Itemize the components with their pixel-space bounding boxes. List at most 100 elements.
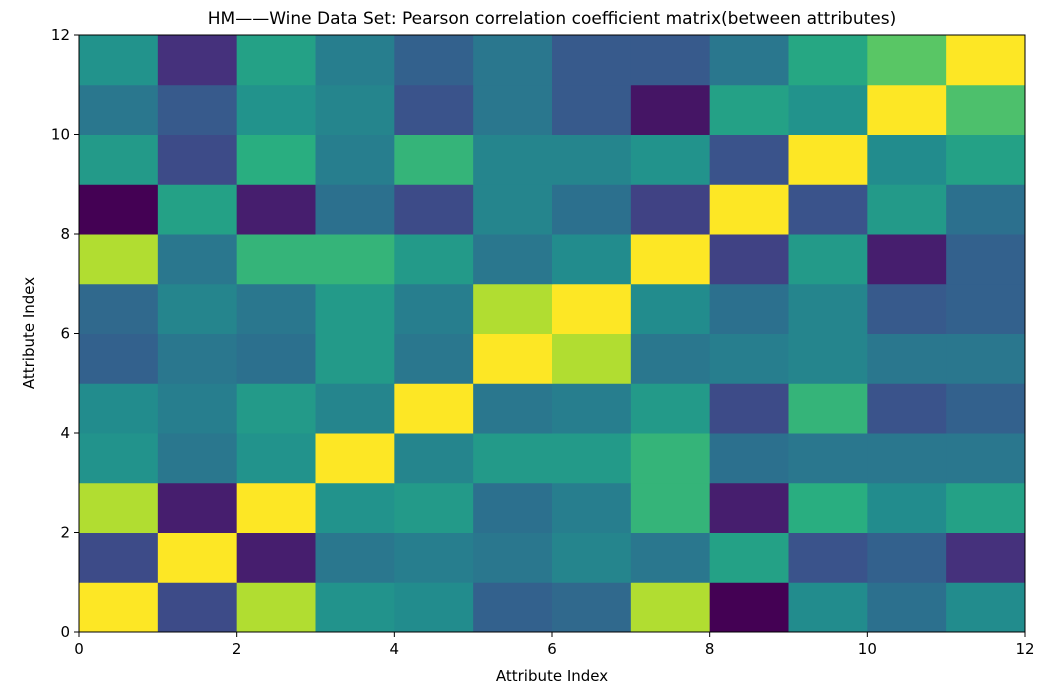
heatmap-cell <box>473 582 553 633</box>
heatmap-cell <box>79 35 159 86</box>
heatmap-cell <box>788 184 868 235</box>
x-tick-label: 6 <box>547 640 557 658</box>
heatmap-cell <box>630 482 711 533</box>
heatmap-cell <box>709 433 789 484</box>
heatmap-cell <box>867 433 947 484</box>
heatmap-cell <box>157 333 238 384</box>
heatmap-cell <box>473 35 553 86</box>
heatmap-cell <box>236 134 316 185</box>
heatmap-cell <box>788 582 868 633</box>
y-tick-label: 8 <box>60 225 70 243</box>
heatmap-cell <box>630 35 711 86</box>
heatmap-cell <box>867 482 947 533</box>
y-tick-label: 6 <box>60 325 70 343</box>
heatmap-cell <box>630 234 711 285</box>
heatmap-cell <box>552 134 632 185</box>
heatmap-cell <box>394 283 474 334</box>
heatmap-cell <box>709 383 789 434</box>
heatmap-cell <box>946 532 1026 583</box>
heatmap-cell <box>79 383 159 434</box>
heatmap-cell <box>946 84 1026 135</box>
heatmap-cell <box>157 35 238 86</box>
heatmap-cell <box>473 532 553 583</box>
heatmap-cell <box>473 482 553 533</box>
heatmap-cell <box>709 35 789 86</box>
heatmap-cell <box>946 433 1026 484</box>
heatmap-cell <box>630 532 711 583</box>
heatmap-cell <box>157 383 238 434</box>
heatmap-cell <box>709 184 789 235</box>
heatmap-cell <box>552 283 632 334</box>
y-tick-label: 2 <box>60 524 70 542</box>
heatmap-cell <box>315 532 395 583</box>
heatmap-cell <box>709 532 789 583</box>
heatmap-cell <box>79 184 159 235</box>
heatmap-cell <box>157 532 238 583</box>
heatmap-cell <box>79 433 159 484</box>
heatmap-cell <box>315 234 395 285</box>
heatmap-cell <box>867 582 947 633</box>
heatmap-cell <box>867 333 947 384</box>
heatmap-cell <box>157 582 238 633</box>
heatmap-cell <box>394 532 474 583</box>
heatmap-cell <box>709 84 789 135</box>
x-tick-label: 10 <box>858 640 877 658</box>
y-axis-label: Attribute Index <box>20 277 38 389</box>
heatmap-cell <box>552 532 632 583</box>
heatmap-cell <box>630 582 711 633</box>
heatmap-cell <box>236 35 316 86</box>
heatmap-cell <box>630 433 711 484</box>
heatmap-cell <box>394 134 474 185</box>
heatmap-cell <box>236 532 316 583</box>
heatmap-cell <box>946 134 1026 185</box>
heatmap-cell <box>788 35 868 86</box>
heatmap-cell <box>79 84 159 135</box>
heatmap-cell <box>788 433 868 484</box>
heatmap-cell <box>473 184 553 235</box>
heatmap-cell <box>709 333 789 384</box>
heatmap-cell <box>157 184 238 235</box>
heatmap-cell <box>473 134 553 185</box>
heatmap-cell <box>236 84 316 135</box>
heatmap-cell <box>79 582 159 633</box>
heatmap-cell <box>473 283 553 334</box>
heatmap-cell <box>709 482 789 533</box>
heatmap-cell <box>315 134 395 185</box>
heatmap-cell <box>394 35 474 86</box>
heatmap-cell <box>946 35 1026 86</box>
heatmap-cell <box>315 184 395 235</box>
heatmap-cell <box>630 84 711 135</box>
heatmap-cell <box>315 84 395 135</box>
heatmap-cell <box>552 482 632 533</box>
y-axis: 0 2 4 6 8 10 12 <box>51 26 79 641</box>
heatmap-cell <box>236 582 316 633</box>
heatmap-cell <box>788 333 868 384</box>
heatmap-cell <box>709 234 789 285</box>
heatmap-cell <box>946 333 1026 384</box>
heatmap-cell <box>79 333 159 384</box>
heatmap-cell <box>788 84 868 135</box>
heatmap-cell <box>157 134 238 185</box>
heatmap-cell <box>630 184 711 235</box>
heatmap-cell <box>552 582 632 633</box>
heatmap-cell <box>79 134 159 185</box>
heatmap-cell <box>236 184 316 235</box>
heatmap-cell <box>394 234 474 285</box>
heatmap-cell <box>236 482 316 533</box>
heatmap-cell <box>552 383 632 434</box>
y-tick-label: 4 <box>60 424 70 442</box>
heatmap-cell <box>946 283 1026 334</box>
heatmap-cell <box>315 283 395 334</box>
heatmap-cell <box>236 383 316 434</box>
heatmap-cell <box>315 383 395 434</box>
heatmap-cell <box>788 532 868 583</box>
heatmap-cell <box>157 482 238 533</box>
heatmap-cell <box>315 35 395 86</box>
heatmap-cell <box>788 234 868 285</box>
heatmap-cell <box>473 333 553 384</box>
heatmap-cell <box>709 582 789 633</box>
x-axis-label: Attribute Index <box>496 667 608 685</box>
heatmap-cell <box>394 184 474 235</box>
heatmap-cell <box>79 283 159 334</box>
heatmap-cell <box>788 482 868 533</box>
